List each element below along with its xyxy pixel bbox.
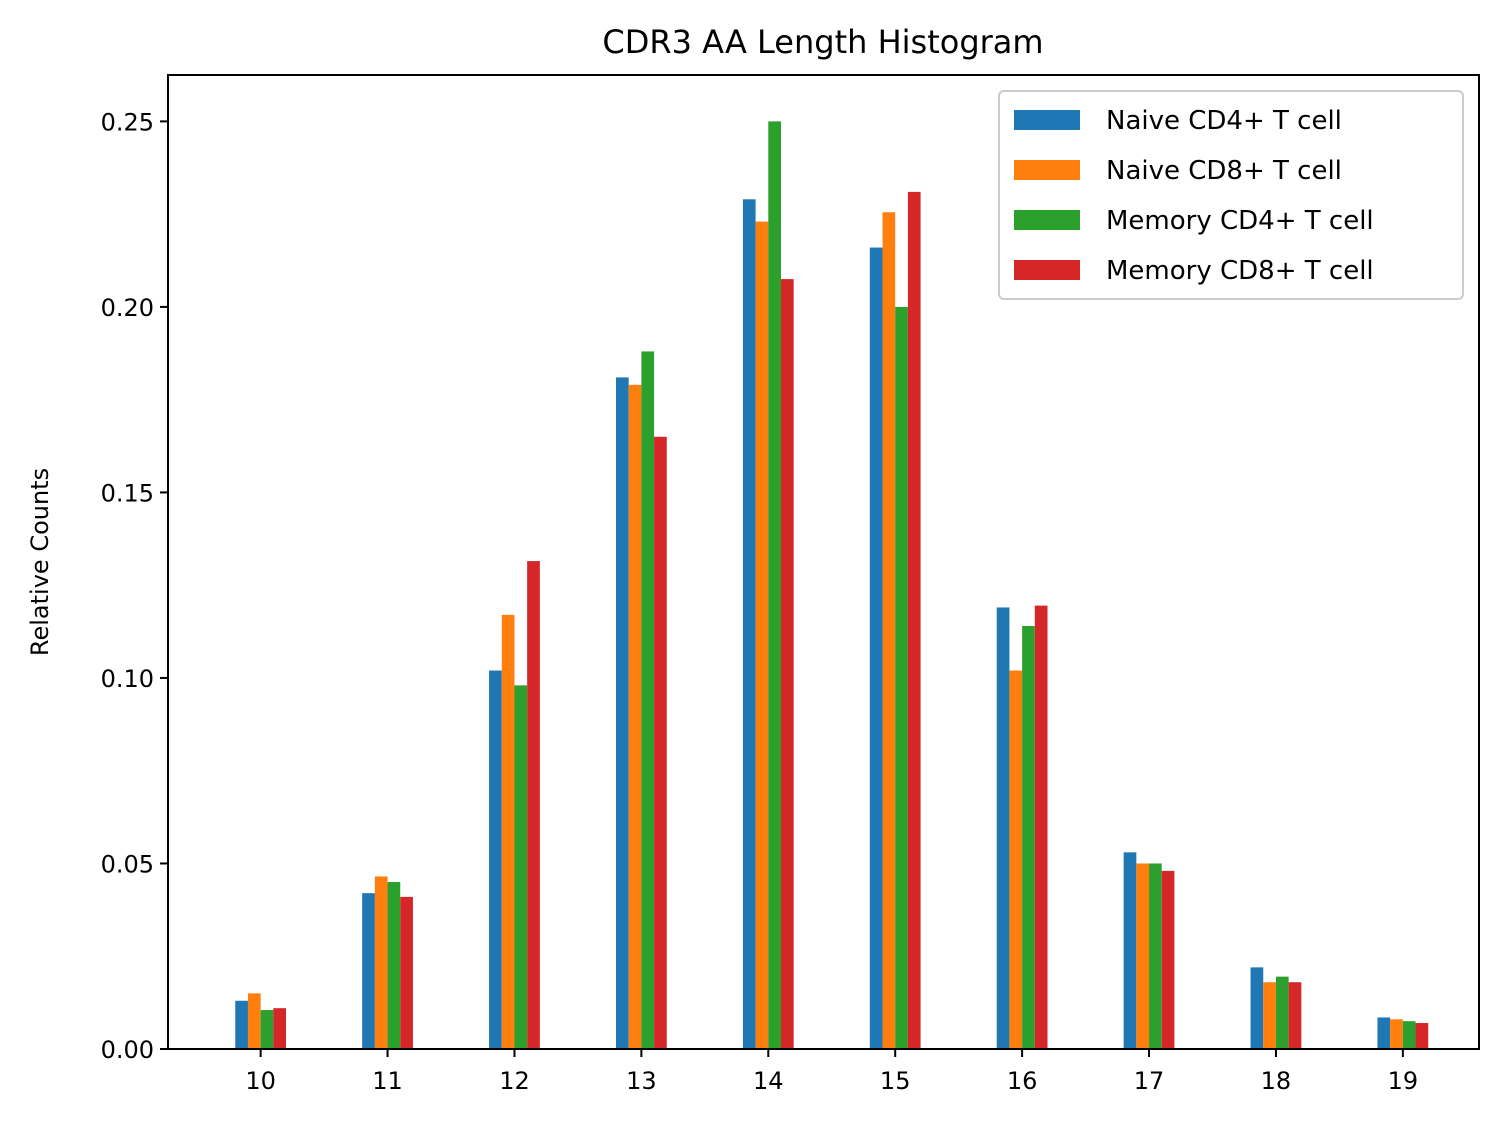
bar-memory-cd8-t-cell-17 <box>1161 870 1175 1049</box>
bar-naive-cd8-t-cell-14 <box>755 221 769 1049</box>
bar-memory-cd8-t-cell-19 <box>1415 1023 1429 1049</box>
bar-memory-cd4-t-cell-16 <box>1022 626 1035 1049</box>
bar-naive-cd8-t-cell-17 <box>1136 863 1150 1049</box>
y-axis-label: Relative Counts <box>26 468 54 656</box>
bar-memory-cd4-t-cell-11 <box>387 882 401 1049</box>
x-tick-label-12: 12 <box>499 1067 530 1095</box>
bar-naive-cd4-t-cell-11 <box>362 893 375 1049</box>
bar-naive-cd8-t-cell-12 <box>501 614 515 1049</box>
x-tick-label-11: 11 <box>372 1067 403 1095</box>
bars-layer <box>235 121 1429 1050</box>
chart-title: CDR3 AA Length Histogram <box>602 23 1043 61</box>
bar-naive-cd4-t-cell-14 <box>742 199 756 1049</box>
legend-swatch-naive-cd8-t-cell <box>1014 160 1080 180</box>
bar-memory-cd8-t-cell-14 <box>780 279 794 1050</box>
axes-layer: 10 11 12 13 14 15 16 17 18 19 0.00 0.05 0.10 0.15 0.20… <box>101 108 1419 1095</box>
bar-naive-cd8-t-cell-11 <box>374 876 388 1049</box>
legend-swatch-memory-cd4-t-cell <box>1014 210 1080 230</box>
x-tick-label-18: 18 <box>1261 1067 1292 1095</box>
bar-naive-cd4-t-cell-12 <box>489 670 502 1049</box>
bar-naive-cd4-t-cell-19 <box>1377 1017 1391 1049</box>
bar-naive-cd4-t-cell-10 <box>235 1000 248 1049</box>
bar-memory-cd4-t-cell-18 <box>1275 976 1289 1049</box>
bar-memory-cd4-t-cell-17 <box>1149 863 1162 1049</box>
bar-memory-cd8-t-cell-10 <box>273 1008 287 1049</box>
bar-memory-cd4-t-cell-10 <box>260 1010 274 1049</box>
legend-swatch-memory-cd8-t-cell <box>1014 260 1080 280</box>
bar-naive-cd8-t-cell-10 <box>247 993 261 1049</box>
x-tick-label-15: 15 <box>880 1067 911 1095</box>
bar-memory-cd8-t-cell-18 <box>1288 982 1302 1049</box>
y-tick-label-0.05: 0.05 <box>101 850 154 878</box>
bar-naive-cd8-t-cell-18 <box>1263 982 1276 1049</box>
legend-label-naive-cd4-t-cell: Naive CD4+ T cell <box>1106 106 1342 136</box>
bar-memory-cd8-t-cell-12 <box>527 561 540 1049</box>
legend-frame <box>998 90 1464 300</box>
bar-memory-cd8-t-cell-11 <box>400 896 413 1049</box>
bar-memory-cd8-t-cell-16 <box>1034 605 1048 1049</box>
bar-memory-cd8-t-cell-15 <box>907 191 921 1049</box>
y-tick-label-0.25: 0.25 <box>101 108 154 136</box>
bar-memory-cd8-t-cell-13 <box>654 436 667 1049</box>
legend-swatch-naive-cd4-t-cell <box>1014 110 1080 130</box>
bar-memory-cd4-t-cell-12 <box>514 685 528 1049</box>
x-tick-label-16: 16 <box>1007 1067 1038 1095</box>
bar-naive-cd8-t-cell-15 <box>882 212 896 1050</box>
bar-naive-cd4-t-cell-15 <box>869 247 883 1050</box>
bar-naive-cd4-t-cell-16 <box>996 607 1010 1049</box>
bar-naive-cd8-t-cell-13 <box>628 384 642 1049</box>
y-tick-label-0.00: 0.00 <box>101 1036 154 1064</box>
x-tick-label-14: 14 <box>753 1067 784 1095</box>
legend-label-memory-cd8-t-cell: Memory CD8+ T cell <box>1106 256 1374 286</box>
y-tick-label-0.20: 0.20 <box>101 294 154 322</box>
bar-memory-cd4-t-cell-15 <box>895 306 908 1049</box>
legend-label-naive-cd8-t-cell: Naive CD8+ T cell <box>1106 156 1342 186</box>
bar-memory-cd4-t-cell-19 <box>1402 1021 1416 1049</box>
legend: Naive CD4+ T cell Naive CD8+ T cell Memory… <box>998 90 1464 300</box>
plot-frame <box>167 74 1480 1050</box>
legend-label-memory-cd4-t-cell: Memory CD4+ T cell <box>1106 206 1374 236</box>
bar-naive-cd4-t-cell-18 <box>1250 967 1264 1049</box>
bar-memory-cd4-t-cell-13 <box>641 351 655 1049</box>
bar-naive-cd8-t-cell-16 <box>1009 670 1023 1049</box>
bar-naive-cd4-t-cell-13 <box>615 377 629 1049</box>
x-tick-label-17: 17 <box>1134 1067 1165 1095</box>
y-tick-label-0.15: 0.15 <box>101 479 154 507</box>
x-tick-label-10: 10 <box>245 1067 276 1095</box>
bar-memory-cd4-t-cell-14 <box>768 121 781 1049</box>
x-tick-label-13: 13 <box>626 1067 657 1095</box>
x-tick-label-19: 19 <box>1388 1067 1419 1095</box>
bar-naive-cd8-t-cell-19 <box>1390 1019 1403 1049</box>
y-tick-label-0.10: 0.10 <box>101 665 154 693</box>
bar-naive-cd4-t-cell-17 <box>1123 852 1137 1049</box>
